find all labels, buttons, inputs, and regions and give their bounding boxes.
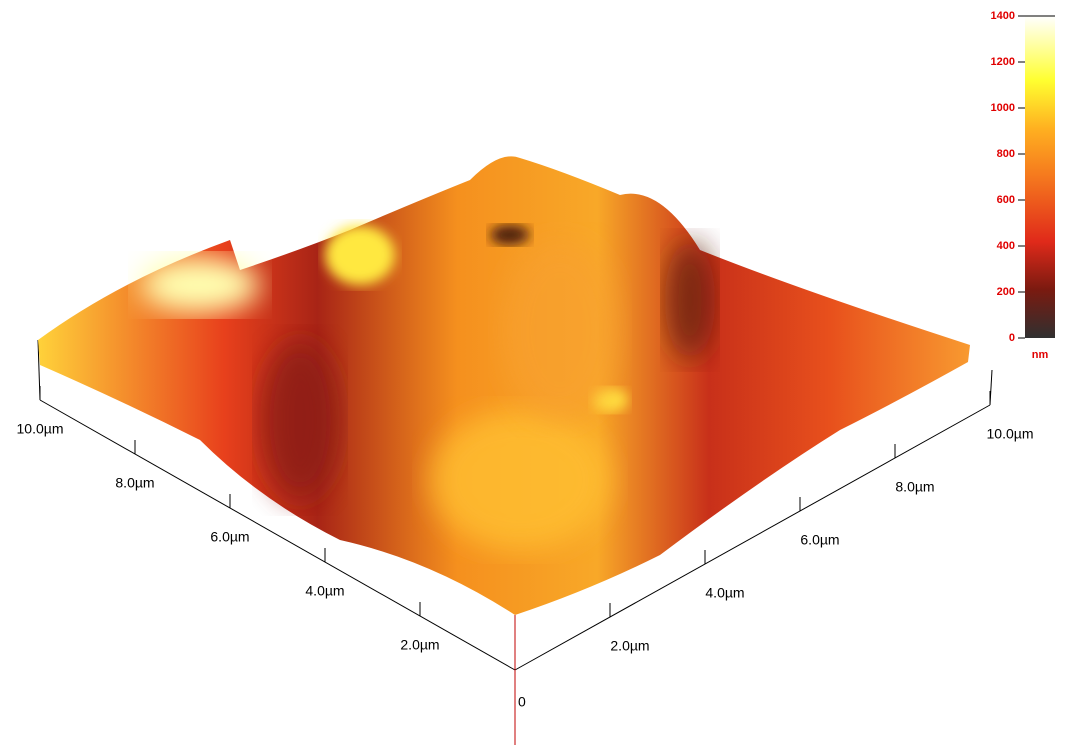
- colorbar-tick-label: 1400: [991, 10, 1015, 22]
- axis-label: 6.0µm: [210, 529, 249, 545]
- colorbar-tick-label: 600: [997, 194, 1015, 206]
- axis-label: 10.0µm: [987, 426, 1034, 442]
- colorbar-tick-label: 200: [997, 286, 1015, 298]
- axis-label: 8.0µm: [115, 475, 154, 491]
- colorbar-tick-label: 1200: [991, 56, 1015, 68]
- axis-label: 4.0µm: [305, 583, 344, 599]
- colorbar-unit: nm: [1032, 349, 1049, 361]
- axis-label: 4.0µm: [705, 585, 744, 601]
- origin-label: 0: [518, 694, 526, 710]
- colorbar-tick-label: 1000: [991, 102, 1015, 114]
- colorbar-tick-label: 800: [997, 148, 1015, 160]
- colorbar-tick-label: 0: [1009, 332, 1015, 344]
- axis-label: 10.0µm: [17, 421, 64, 437]
- axis-label: 6.0µm: [800, 532, 839, 548]
- axis-label: 8.0µm: [895, 479, 934, 495]
- axis-label: 2.0µm: [610, 638, 649, 654]
- colorbar: [1025, 16, 1055, 338]
- axis-label: 2.0µm: [400, 637, 439, 653]
- surface: [38, 156, 970, 615]
- colorbar-tick-label: 400: [997, 240, 1015, 252]
